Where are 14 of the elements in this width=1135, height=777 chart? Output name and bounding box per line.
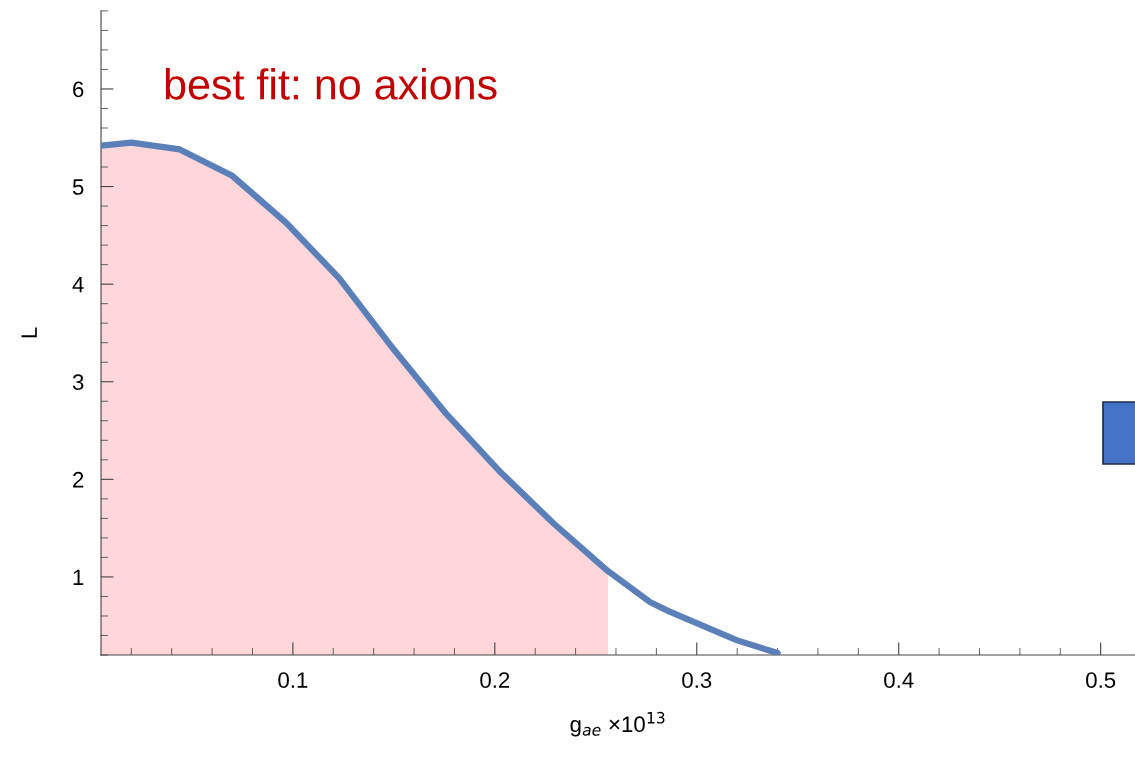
- y-tick-label: 3: [72, 374, 84, 391]
- x-tick-label: 0.3: [682, 672, 712, 688]
- x-tick-label: 0.2: [480, 672, 510, 688]
- y-tick-label: 6: [73, 81, 84, 98]
- annotation: best fit: no axions: [165, 68, 497, 100]
- y-tick-label: 4: [72, 276, 84, 293]
- y-tick-label: 5: [72, 179, 84, 195]
- x-tick-label: 0.1: [278, 672, 308, 688]
- x-tick-label: 0.5: [1086, 672, 1116, 688]
- y-axis-title: L: [21, 327, 37, 338]
- x-axis-title: g$_{ae}$ ×10$^{13}$: [570, 711, 665, 737]
- x-tick-label: 0.4: [884, 672, 914, 688]
- y-tick-label: 2: [73, 471, 84, 488]
- y-tick-label: 1: [73, 569, 84, 585]
